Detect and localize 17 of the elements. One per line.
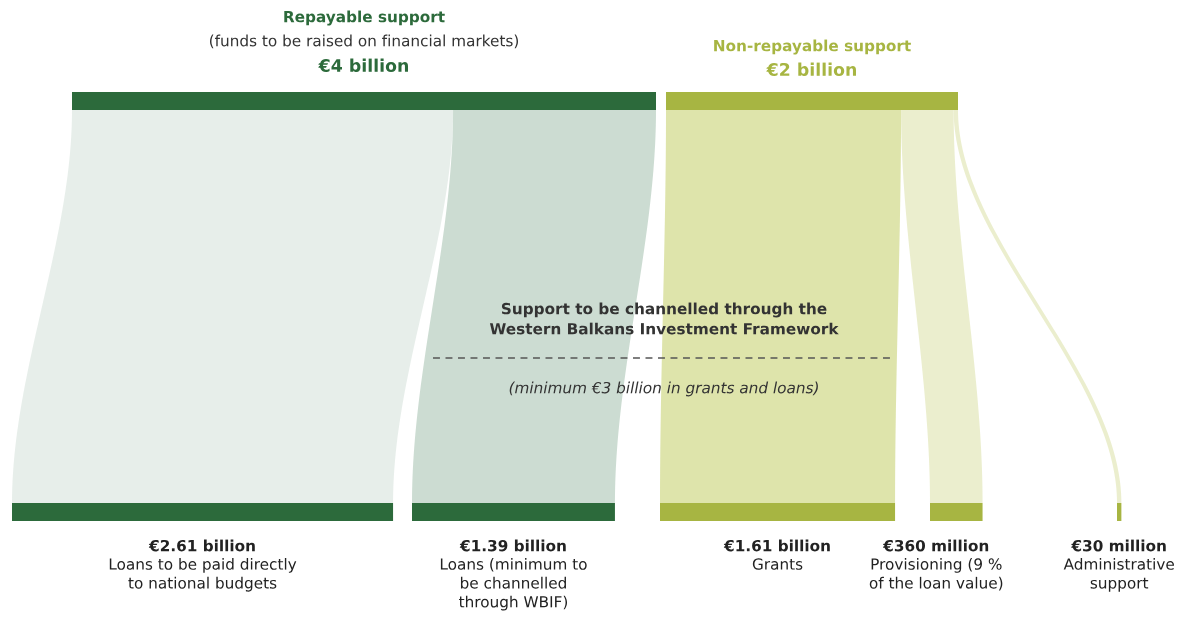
legend-label: Non-repayable support	[714, 39, 911, 55]
text: (funds to be raised on financial markets)	[210, 34, 519, 49]
data-label: €360 million	[882, 539, 989, 552]
text: €2 billion	[766, 62, 856, 77]
text: Support to be channelled through the Western Balkans Investment Framework	[489, 302, 839, 335]
category-label: Provisioning (9 % of the loan value)	[869, 558, 1003, 591]
data-label: €30 million	[1071, 539, 1166, 552]
text: €4 billion	[318, 58, 408, 73]
category-label: Grants	[752, 558, 803, 570]
category-label: Administrative support	[1063, 558, 1174, 592]
data-label: €1.61 billion	[723, 539, 830, 552]
data-label: €2.61 billion	[148, 539, 255, 552]
legend-label: Repayable support	[284, 10, 445, 26]
category-label: Loans (minimum to be channelled through WBIF)	[440, 558, 587, 611]
text: (minimum €3 billion in grants and loans)	[509, 381, 818, 397]
category-label: Loans to be paid directly to national budgets	[109, 558, 297, 592]
data-label: €1.39 billion	[459, 539, 566, 552]
